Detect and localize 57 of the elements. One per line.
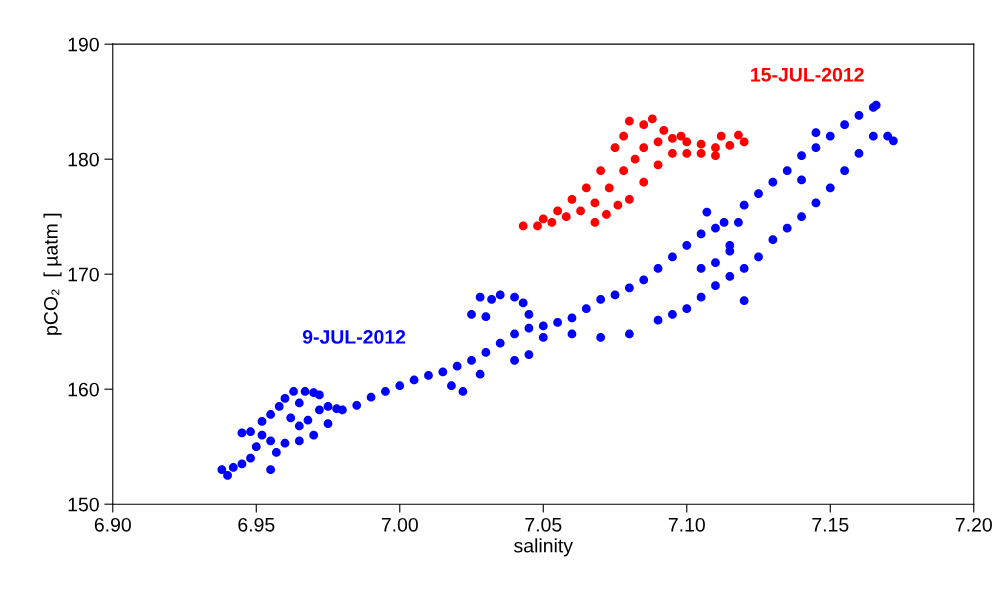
text: 15-JUL-2012 — [751, 67, 864, 82]
y-axis-title: pCO₂ [ µatm ] — [43, 213, 62, 335]
point — [682, 149, 692, 158]
x-tick-label: 7.00 — [381, 517, 418, 532]
point — [676, 131, 686, 141]
point — [668, 149, 677, 158]
y-tick-label: 190 — [68, 37, 99, 52]
point — [668, 134, 677, 143]
point — [604, 183, 614, 193]
y-tick-label: 170 — [68, 267, 99, 282]
point — [696, 139, 706, 149]
point — [613, 200, 623, 210]
point — [619, 166, 629, 176]
point — [538, 214, 548, 224]
point — [624, 195, 634, 204]
point — [619, 131, 629, 141]
point — [711, 143, 720, 153]
x-tick-label: 7.15 — [812, 518, 849, 532]
point — [596, 166, 606, 176]
point — [602, 209, 611, 219]
x-tick-label: 7.05 — [525, 517, 562, 532]
point — [653, 160, 663, 170]
point — [696, 149, 706, 158]
point — [659, 126, 669, 135]
point — [639, 120, 649, 130]
point — [590, 218, 600, 227]
point — [567, 195, 577, 204]
point — [734, 130, 743, 140]
x-tick-label: 6.95 — [238, 517, 275, 532]
point — [610, 143, 620, 153]
series-label: 9-JUL-2012 — [302, 330, 406, 344]
point — [639, 143, 649, 153]
point — [639, 177, 649, 187]
point — [739, 137, 749, 147]
x-tick-label: 7.20 — [955, 517, 992, 532]
point — [725, 140, 735, 150]
point — [590, 198, 600, 208]
point — [561, 212, 571, 222]
point — [647, 114, 657, 124]
point — [624, 116, 634, 126]
point — [581, 183, 591, 193]
point — [553, 206, 563, 216]
x-tick-label: 6.90 — [94, 517, 131, 532]
point — [547, 218, 557, 227]
x-tick-label: 7.10 — [668, 517, 705, 532]
point — [682, 137, 692, 147]
point — [653, 137, 663, 147]
point — [716, 131, 726, 141]
point — [518, 221, 528, 231]
y-tick-label: 160 — [68, 382, 99, 397]
x-axis-title: salinity — [514, 538, 573, 557]
y-tick-label: 150 — [68, 497, 99, 512]
point — [711, 151, 720, 161]
point — [533, 221, 542, 231]
point — [630, 154, 640, 164]
point — [576, 206, 585, 216]
y-tick-label: 180 — [68, 152, 99, 167]
